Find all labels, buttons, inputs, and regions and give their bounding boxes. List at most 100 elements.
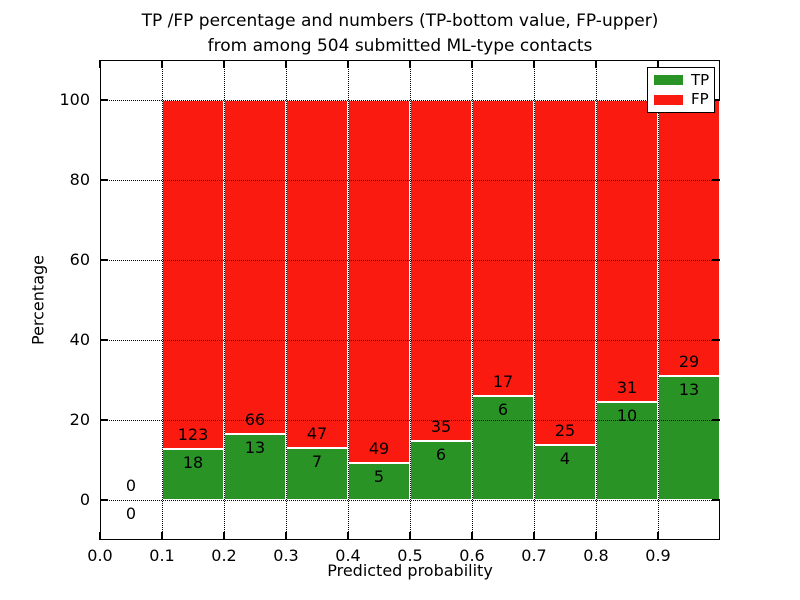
gridline-vertical: [347, 60, 349, 540]
gridline-vertical: [285, 60, 287, 540]
y-tick-mark: [100, 179, 108, 181]
bar-segment-tp: [534, 444, 596, 500]
bar-count-label-tp: 4: [559, 448, 571, 468]
bar-segment-tp: [224, 434, 286, 500]
gridline-vertical: [657, 60, 659, 540]
legend-label-tp: TP: [691, 70, 710, 89]
x-tick-mark: [409, 60, 411, 68]
x-tick-mark: [471, 532, 473, 540]
bar-count-label-tp: 13: [244, 438, 266, 458]
x-tick-mark: [285, 60, 287, 68]
bar-count-label-tp: 7: [311, 452, 323, 472]
y-tick-mark: [100, 259, 108, 261]
bar-segment-fp: [162, 100, 224, 449]
bar-segment-tp: [410, 441, 472, 500]
x-tick-mark: [347, 532, 349, 540]
legend-label-fp: FP: [691, 90, 709, 109]
bar-count-label-fp: 25: [554, 420, 576, 440]
x-tick-mark: [533, 60, 535, 68]
x-tick-mark: [223, 532, 225, 540]
x-tick-label: 0.9: [645, 546, 671, 565]
bar-count-label-fp: 66: [244, 410, 266, 430]
x-tick-label: 0.5: [397, 546, 423, 565]
bar-segment-fp: [658, 100, 720, 377]
bar-count-label-fp: 47: [306, 424, 328, 444]
x-tick-label: 0.6: [459, 546, 485, 565]
gridline-vertical: [533, 60, 535, 540]
y-tick-label: 40: [69, 330, 90, 349]
bar-count-label-fp: 31: [616, 378, 638, 398]
y-tick-label: 20: [69, 410, 90, 429]
x-tick-mark: [595, 532, 597, 540]
bar-count-label-tp: 10: [616, 406, 638, 426]
gridline-vertical: [471, 60, 473, 540]
chart-title-line1: TP /FP percentage and numbers (TP-bottom…: [141, 11, 659, 31]
y-tick-mark: [712, 339, 720, 341]
x-axis-label: Predicted probability: [327, 561, 493, 580]
x-tick-label: 0.3: [273, 546, 299, 565]
bar-count-label-tp: 6: [497, 399, 509, 419]
x-tick-mark: [471, 60, 473, 68]
y-tick-mark: [100, 99, 108, 101]
fp-legend-swatch: [654, 94, 683, 105]
bar-count-label-fp: 123: [177, 424, 209, 444]
bar-segment-fp: [286, 100, 348, 449]
bar-segment-fp: [534, 100, 596, 445]
bar-count-label-fp: 49: [368, 438, 390, 458]
bar-count-label-tp: 13: [678, 380, 700, 400]
y-tick-label: 100: [59, 90, 90, 109]
x-tick-mark: [533, 532, 535, 540]
bar-count-label-tp: 6: [435, 445, 447, 465]
bar-count-label-fp: 17: [492, 371, 514, 391]
y-tick-mark: [712, 179, 720, 181]
y-tick-mark: [100, 499, 108, 501]
bar-segment-fp: [224, 100, 286, 435]
y-tick-mark: [712, 99, 720, 101]
gridline-vertical: [223, 60, 225, 540]
x-tick-mark: [223, 60, 225, 68]
y-tick-mark: [712, 499, 720, 501]
x-tick-label: 0.8: [583, 546, 609, 565]
x-tick-mark: [99, 60, 101, 68]
x-tick-mark: [657, 532, 659, 540]
bar-count-label-tp: 18: [182, 452, 204, 472]
tp-legend-swatch: [654, 75, 683, 86]
gridline-vertical: [595, 60, 597, 540]
y-tick-mark: [712, 419, 720, 421]
y-tick-label: 60: [69, 250, 90, 269]
bar-count-label-tp: 0: [125, 504, 137, 523]
x-tick-label: 0.1: [149, 546, 175, 565]
legend-item-tp: TP: [654, 70, 714, 89]
bar-segment-fp: [472, 100, 534, 396]
x-tick-label: 0.2: [211, 546, 237, 565]
x-tick-mark: [161, 532, 163, 540]
chart-title: TP /FP percentage and numbers (TP-bottom…: [0, 9, 800, 59]
legend-item-fp: FP: [654, 92, 714, 107]
x-tick-label: 0.4: [335, 546, 361, 565]
x-tick-mark: [595, 60, 597, 68]
bar-segment-tp: [658, 376, 720, 500]
bar-count-label-fp: 29: [678, 352, 700, 372]
x-tick-mark: [285, 532, 287, 540]
x-tick-mark: [657, 60, 659, 68]
gridline-vertical: [161, 60, 163, 540]
bar-segment-fp: [596, 100, 658, 403]
bar-segment-tp: [162, 448, 224, 500]
x-tick-mark: [409, 532, 411, 540]
y-tick-mark: [100, 339, 108, 341]
y-tick-label: 80: [69, 170, 90, 189]
bar-count-label-fp: 0: [125, 476, 137, 495]
x-tick-label: 0.7: [521, 546, 547, 565]
bar-segment-tp: [348, 462, 410, 500]
y-tick-mark: [100, 419, 108, 421]
bar-segment-fp: [410, 100, 472, 442]
bar-segment-tp: [286, 448, 348, 500]
x-tick-label: 0.0: [87, 546, 113, 565]
x-tick-mark: [347, 60, 349, 68]
bar-count-label-fp: 35: [430, 417, 452, 437]
chart-title-line2: from among 504 submitted ML-type contact…: [207, 36, 593, 56]
bar-count-label-tp: 5: [373, 466, 385, 486]
x-tick-mark: [161, 60, 163, 68]
